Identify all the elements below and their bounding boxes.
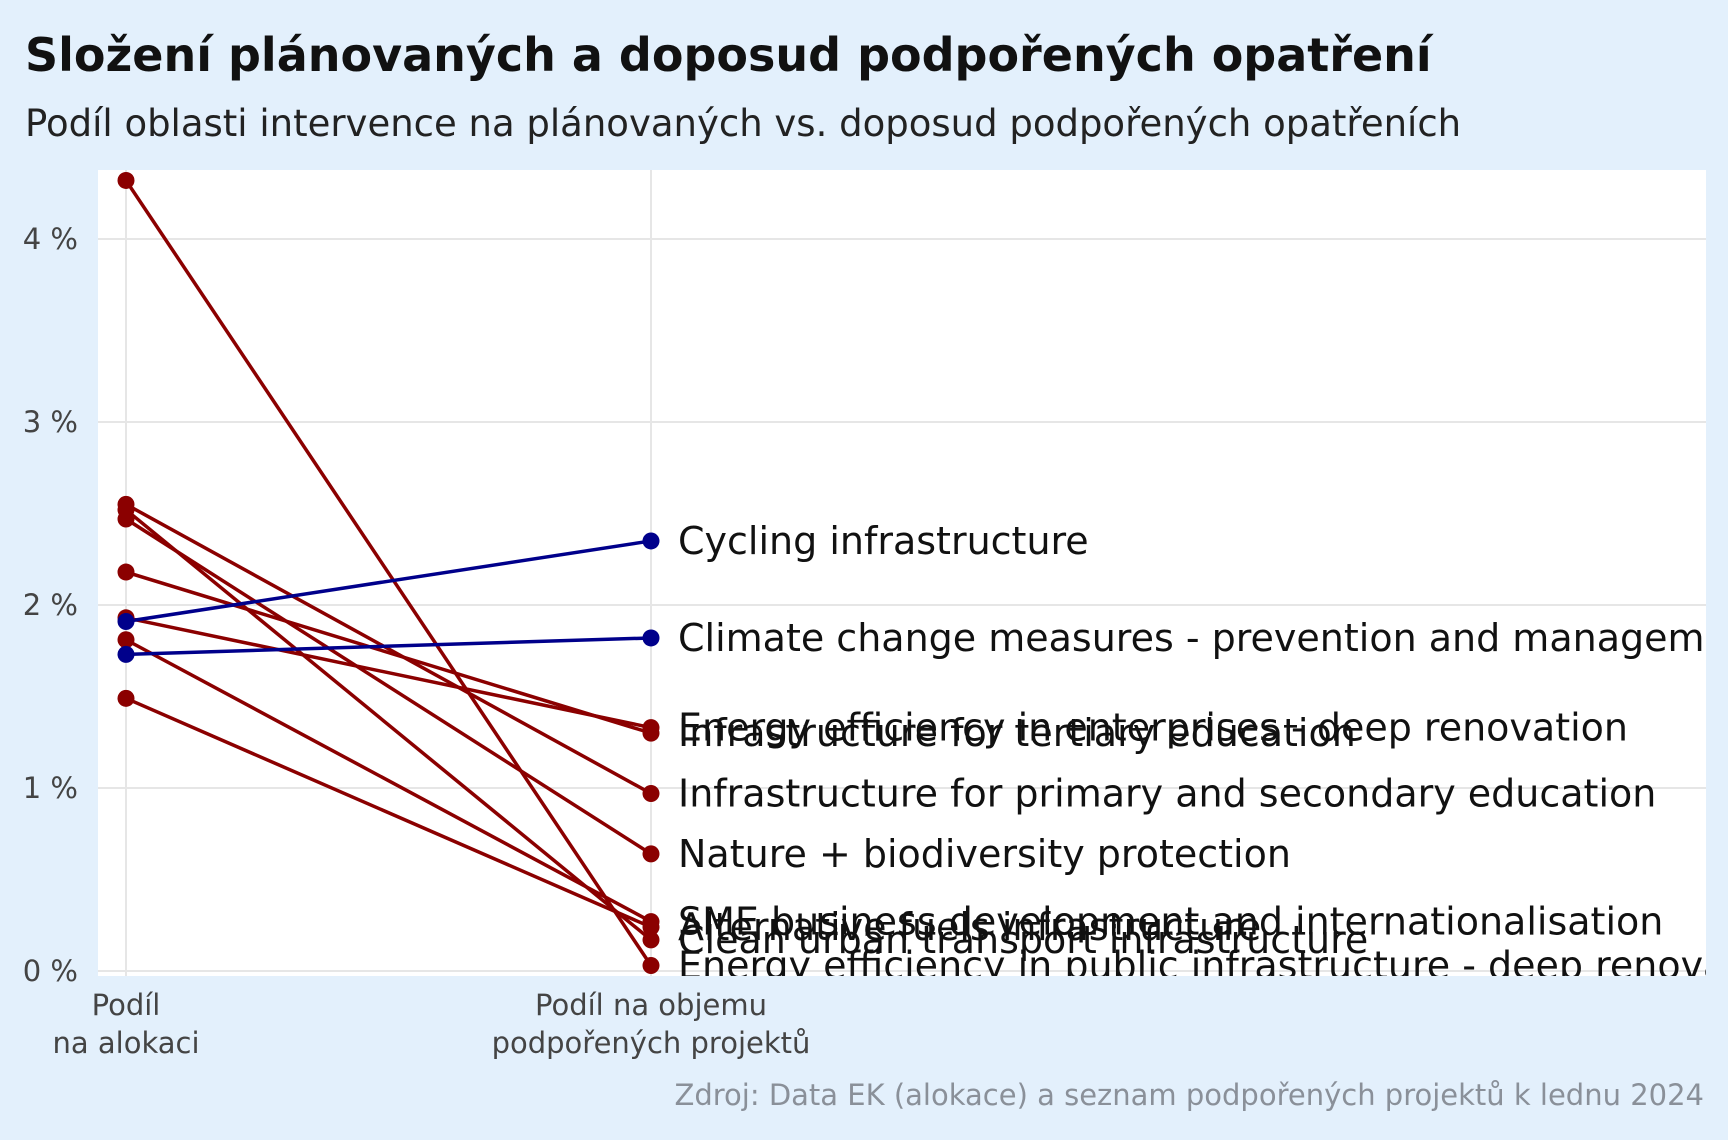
series-label: Infrastructure for tertiary education: [678, 711, 1356, 755]
series-lines: [124, 179, 653, 967]
series-label: SME business development and internation…: [678, 900, 1663, 944]
series-label: Nature + biodiversity protection: [678, 832, 1291, 876]
series-points: [117, 171, 660, 975]
y-tick-label: 1 %: [23, 771, 78, 805]
data-point-supported: [642, 845, 660, 863]
x-tick-label: podpořených projektů: [492, 1026, 811, 1060]
data-point-supported: [642, 931, 660, 949]
series-line: [125, 638, 652, 924]
series-line: [125, 696, 652, 929]
data-point-allocation: [117, 645, 135, 663]
x-axis: Podíl na alokaci Podíl na objemu podpořenýc…: [53, 988, 811, 1060]
series-label: Climate change measures - prevention and…: [678, 616, 1728, 660]
series-label: Alternative fuels infrastructure: [678, 905, 1261, 949]
series-line: [125, 539, 652, 624]
data-point-supported: [642, 629, 660, 647]
chart-title: Složení plánovaných a doposud podpořenýc…: [25, 28, 1432, 82]
series-label: Infrastructure for primary and secondary…: [678, 771, 1656, 815]
y-tick-label: 4 %: [23, 222, 78, 256]
x-tick-label: na alokaci: [53, 1026, 200, 1060]
series-line: [125, 502, 652, 796]
series-line: [125, 570, 652, 735]
data-point-supported: [642, 784, 660, 802]
y-axis: 0 % 1 % 2 % 3 % 4 %: [23, 222, 78, 988]
chart-subtitle: Podíl oblasti intervence na plánovaných …: [25, 102, 1462, 145]
data-point-allocation: [117, 171, 135, 189]
data-point-supported: [642, 918, 660, 936]
series-label: Energy efficiency in public infrastructu…: [678, 944, 1728, 988]
source-note: Zdroj: Data EK (alokace) a seznam podpoř…: [674, 1078, 1704, 1112]
series-label: Clean urban transport infrastructure: [678, 918, 1368, 962]
data-point-supported: [642, 957, 660, 975]
data-point-allocation: [117, 563, 135, 581]
plot-panel: [98, 170, 1706, 976]
series-line: [125, 636, 652, 657]
x-tick-label: Podíl: [92, 988, 161, 1022]
data-point-allocation: [117, 612, 135, 630]
series-label: Cycling infrastructure: [678, 519, 1089, 563]
series-line: [124, 508, 653, 942]
data-point-allocation: [117, 631, 135, 649]
series-line: [125, 616, 652, 730]
data-point-allocation: [117, 689, 135, 707]
series-line: [124, 179, 653, 967]
data-point-allocation: [117, 501, 135, 519]
y-tick-label: 3 %: [23, 405, 78, 439]
gridlines: [98, 170, 1706, 976]
data-point-supported: [642, 724, 660, 742]
series-line: [125, 517, 652, 856]
x-tick-label: Podíl na objemu: [535, 988, 767, 1022]
y-tick-label: 2 %: [23, 588, 78, 622]
y-tick-label: 0 %: [23, 954, 78, 988]
series-labels: Cycling infrastructure Climate change mea…: [678, 519, 1728, 988]
series-label: Energy efficiency in enterprises - deep …: [678, 706, 1628, 750]
data-point-supported: [642, 532, 660, 550]
